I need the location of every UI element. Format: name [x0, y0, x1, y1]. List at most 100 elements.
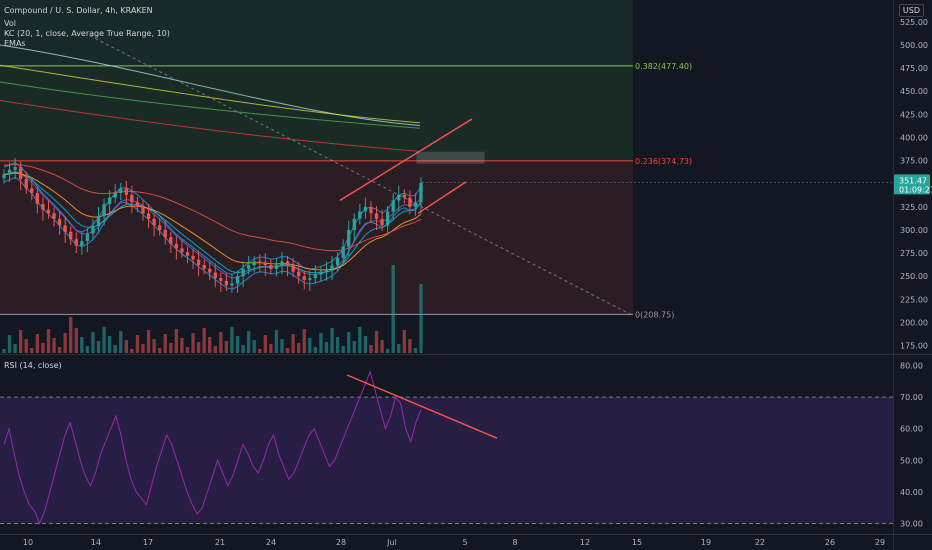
volume-bar — [191, 333, 195, 353]
volume-bar — [280, 339, 284, 353]
volume-bar — [408, 339, 412, 353]
candle-body — [24, 179, 28, 189]
time-tick-label: Jul — [386, 538, 397, 547]
volume-bar — [91, 332, 95, 353]
time-tick-label: 14 — [91, 538, 101, 547]
volume-bar — [419, 284, 423, 353]
time-tick-label: 10 — [23, 538, 33, 547]
price-tick-label: 475.00 — [900, 64, 928, 73]
rsi-tick-label: 30.00 — [900, 520, 923, 529]
price-tick-label: 250.00 — [900, 272, 928, 281]
rsi-band — [0, 397, 893, 524]
volume-bar — [241, 345, 245, 353]
volume-bar — [335, 337, 340, 353]
candle-body — [291, 265, 295, 272]
candle-body — [74, 239, 78, 246]
volume-bar — [347, 332, 351, 353]
volume-bar — [230, 327, 234, 353]
candle-body — [319, 271, 323, 275]
volume-bar — [397, 344, 401, 353]
candle-body — [413, 202, 418, 207]
candle-body — [330, 265, 334, 269]
volume-bar — [352, 341, 356, 353]
candle-body — [408, 197, 412, 207]
volume-bar — [146, 330, 151, 353]
ema-line — [3, 163, 422, 252]
volume-bar — [196, 342, 201, 353]
countdown-label: 01:09:27 — [899, 185, 932, 194]
candle-body — [7, 169, 12, 175]
volume-bar — [174, 329, 179, 353]
long-ema-line — [0, 64, 421, 124]
candle-body — [113, 192, 117, 198]
volume-bar — [19, 330, 23, 353]
candle-body — [313, 274, 318, 279]
channel-lower — [417, 181, 467, 214]
candle-body — [30, 188, 34, 193]
price-tick-label: 425.00 — [900, 110, 928, 119]
candle-body — [46, 209, 51, 214]
candle-body — [347, 229, 351, 247]
candle-body — [252, 261, 256, 266]
candle-body — [35, 192, 40, 205]
candle-body — [363, 206, 368, 212]
candle-body — [57, 218, 62, 226]
volume-bar — [291, 334, 295, 353]
volume-bar — [169, 343, 173, 353]
price-tick-label: 500.00 — [900, 41, 928, 50]
volume-legend: Vol — [4, 19, 16, 28]
price-tick-label: 225.00 — [900, 295, 928, 304]
candle-body — [380, 218, 384, 226]
volume-bar — [113, 345, 117, 353]
candle-body — [230, 283, 234, 286]
candle-body — [191, 255, 195, 260]
price-tick-label: 325.00 — [900, 203, 928, 212]
candle-body — [385, 211, 390, 226]
currency-badge[interactable]: USD — [898, 4, 924, 17]
volume-bar — [163, 334, 167, 353]
candle-body — [302, 276, 306, 280]
time-tick-label: 22 — [755, 538, 765, 547]
volume-bar — [52, 338, 56, 353]
candle-body — [258, 261, 262, 263]
time-tick-label: 19 — [701, 538, 711, 547]
ema-line — [3, 171, 422, 274]
candle-body — [158, 225, 162, 230]
time-tick-label: 26 — [825, 538, 835, 547]
volume-bar — [374, 331, 379, 353]
volume-bar — [2, 349, 6, 353]
volume-bar — [308, 338, 312, 353]
ema-legend: EMAs — [4, 39, 26, 48]
candle-body — [63, 225, 67, 232]
volume-bar — [358, 327, 362, 353]
time-tick-label: 8 — [512, 538, 517, 547]
candle-body — [174, 243, 179, 249]
candle-body — [369, 206, 373, 214]
target-box — [416, 151, 485, 164]
candle-body — [297, 271, 301, 277]
volume-bar — [135, 335, 140, 353]
candle-body — [2, 174, 6, 179]
volume-bar — [330, 328, 334, 353]
volume-bar — [30, 348, 34, 353]
candle-body — [135, 202, 140, 207]
candle-body — [169, 237, 173, 244]
candle-body — [80, 241, 84, 246]
candle-body — [102, 204, 106, 217]
time-tick-label: 15 — [632, 538, 642, 547]
rsi-divergence-line — [346, 374, 498, 439]
volume-bar — [380, 340, 384, 353]
long-ema-line — [0, 100, 421, 152]
volume-bar — [369, 345, 373, 353]
candle-body — [213, 272, 217, 279]
volume-bar — [102, 327, 106, 353]
volume-bar — [46, 329, 51, 353]
current-price-tag — [894, 174, 930, 195]
volume-bar — [41, 343, 45, 353]
current-price-label: 351.47 — [899, 176, 927, 185]
channel-upper — [339, 118, 473, 201]
candle-body — [196, 259, 201, 266]
volume-bar — [74, 328, 78, 353]
volume-bar — [158, 348, 162, 353]
